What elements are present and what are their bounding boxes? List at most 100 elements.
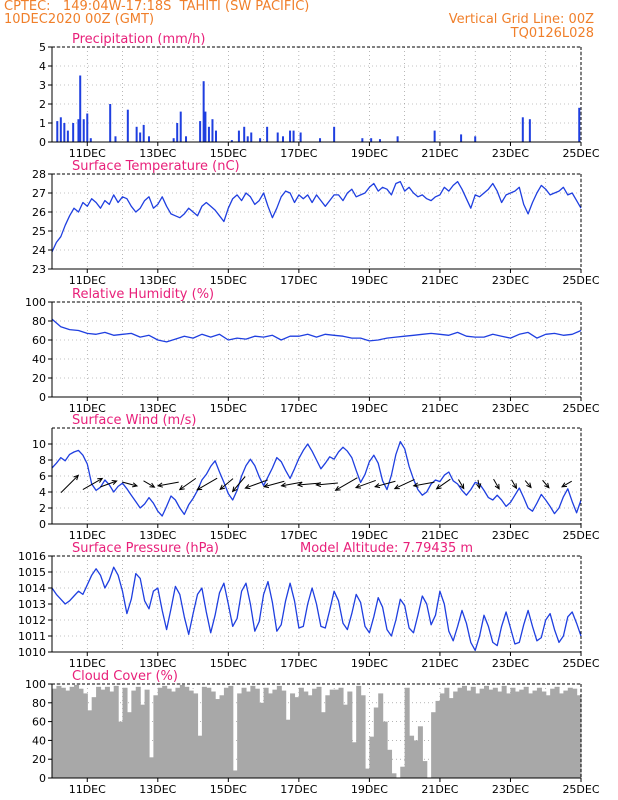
- cloud-bar: [307, 695, 313, 778]
- cloud-bar: [510, 687, 516, 778]
- cloud-bar: [162, 685, 168, 778]
- wind-arrow: [179, 477, 197, 491]
- cloud-bar: [461, 685, 467, 778]
- cloud-bar: [572, 688, 578, 778]
- cloud-bar: [484, 685, 490, 778]
- cloud-bar: [457, 687, 463, 778]
- precip-bar: [378, 139, 381, 142]
- cloud-bar: [492, 687, 498, 778]
- cloud-bar: [532, 690, 538, 778]
- precip-bar: [361, 138, 364, 142]
- precip-bar: [370, 138, 373, 142]
- precip-bar: [179, 111, 182, 142]
- x-tick-label: 21DEC: [421, 783, 458, 796]
- precip-bar: [292, 130, 295, 142]
- x-tick-label: 13DEC: [139, 402, 176, 415]
- wind-arrow: [297, 482, 321, 486]
- x-tick-label: 15DEC: [210, 657, 247, 670]
- precip-bar: [147, 136, 150, 142]
- precip-bar: [521, 117, 524, 142]
- cloud-bar: [135, 686, 141, 778]
- x-tick-label: 23DEC: [492, 147, 529, 160]
- precip-bar: [266, 126, 269, 142]
- wind-arrow: [60, 474, 79, 494]
- cloud-bar: [413, 740, 419, 778]
- cloud-bar: [148, 757, 154, 778]
- cloud-bar: [197, 735, 203, 778]
- wind-arrow: [458, 479, 465, 489]
- wind-arrow: [436, 478, 451, 490]
- cloud-bar: [519, 689, 525, 778]
- wind-arrow-head: [178, 485, 185, 491]
- cloud-bar: [536, 687, 542, 778]
- wind-arrow: [542, 479, 550, 489]
- cloud-bar: [188, 690, 194, 778]
- cloud-bar: [431, 712, 437, 778]
- cloud-bar: [263, 687, 269, 778]
- y-tick-label: 27: [32, 187, 46, 200]
- x-tick-label: 23DEC: [492, 783, 529, 796]
- y-tick-label: 6: [39, 470, 46, 483]
- y-tick-label: 1014: [18, 582, 46, 595]
- wind-arrow: [219, 478, 234, 490]
- precip-bar: [396, 136, 399, 142]
- wind-arrow: [511, 479, 517, 489]
- cloud-bar: [290, 693, 296, 778]
- cloud-bar: [78, 688, 84, 778]
- y-tick-label: 10: [32, 438, 46, 451]
- x-tick-label: 17DEC: [280, 783, 317, 796]
- cloud-bar: [417, 726, 423, 778]
- wind-arrow: [157, 481, 179, 487]
- precip-bar: [77, 119, 80, 142]
- cloud-bar: [254, 688, 260, 778]
- cloud-bar: [122, 687, 128, 778]
- wind-arrow-head: [476, 483, 482, 490]
- x-tick-label: 21DEC: [421, 657, 458, 670]
- precip-bar: [289, 130, 292, 142]
- wind-arrow: [143, 480, 155, 488]
- precip-bar: [243, 126, 246, 142]
- x-tick-label: 11DEC: [69, 529, 106, 542]
- cloud-bar: [488, 689, 494, 778]
- precip-bar: [202, 81, 205, 142]
- precip-bar: [237, 130, 240, 142]
- x-tick-label: 15DEC: [210, 529, 247, 542]
- station-header: CPTEC: 149:04W-17:18S TAHITI (SW PACIFIC…: [4, 0, 310, 14]
- y-tick-label: 2: [39, 98, 46, 111]
- precip-bar: [56, 121, 59, 142]
- wind-arrow: [374, 480, 396, 488]
- precip-bar: [126, 109, 129, 142]
- cloud-bar: [237, 693, 243, 778]
- cloud-bar: [373, 707, 379, 778]
- wind-series-line: [51, 440, 582, 517]
- precip-bar: [433, 130, 436, 142]
- cloud-bar: [131, 690, 137, 778]
- x-tick-label: 17DEC: [280, 657, 317, 670]
- cloud-bar: [541, 691, 547, 778]
- precip-bar: [142, 124, 145, 142]
- y-tick-label: 3: [39, 79, 46, 92]
- precip-bar: [230, 140, 233, 142]
- rh-title: Relative Humidity (%): [72, 287, 214, 302]
- cloud-bar: [391, 773, 397, 778]
- x-tick-label: 23DEC: [492, 657, 529, 670]
- x-tick-label: 19DEC: [351, 147, 388, 160]
- precip-bar: [214, 130, 217, 142]
- cloud-bar: [74, 684, 80, 778]
- cloud-bar: [193, 693, 199, 778]
- cloud-bar: [382, 721, 388, 778]
- y-tick-label: 0: [39, 518, 46, 531]
- y-tick-label: 8: [39, 454, 46, 467]
- cloud-bar: [206, 687, 212, 778]
- precip-bar: [59, 117, 62, 142]
- wind-arrow: [100, 480, 117, 488]
- cloud-bar: [219, 695, 225, 778]
- run-datetime: 10DEC2020 00Z (GMT): [4, 12, 155, 27]
- cloud-bar: [497, 691, 503, 778]
- x-tick-label: 25DEC: [562, 657, 599, 670]
- cloud-bar: [144, 689, 150, 778]
- y-tick-label: 80: [32, 315, 46, 328]
- cloud-bar: [364, 768, 370, 778]
- cloud-bar: [298, 687, 304, 778]
